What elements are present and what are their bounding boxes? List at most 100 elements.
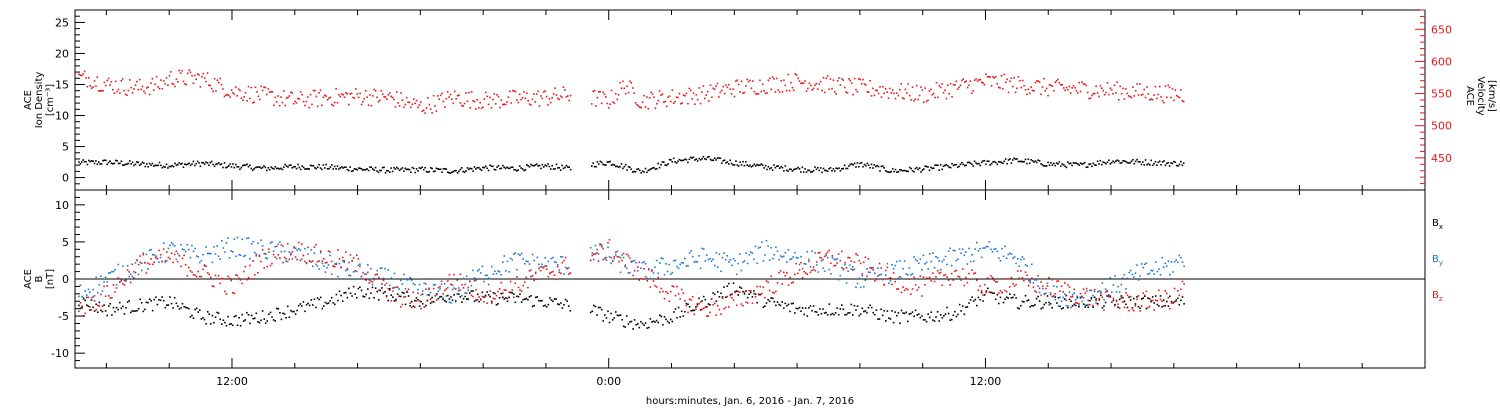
density-point-637: [997, 160, 1000, 163]
density-point-631: [989, 164, 991, 166]
bz-point-690: [1180, 288, 1182, 291]
density-point-513: [822, 167, 825, 170]
density-point-639: [1000, 161, 1003, 164]
density-point-108: [230, 166, 233, 168]
velocity-point-46: [143, 90, 145, 92]
bz-point-566: [985, 291, 988, 294]
bz-point-353: [651, 270, 653, 272]
by-point-372: [680, 261, 683, 264]
bx-point-532: [932, 319, 934, 321]
density-point-615: [966, 161, 969, 164]
by-point-222: [426, 294, 429, 296]
density-point-554: [880, 165, 883, 168]
bz-point-595: [1031, 277, 1033, 279]
by-point-279: [516, 268, 518, 271]
density-point-351: [593, 165, 596, 168]
by-point-256: [480, 272, 482, 274]
bx-point-615: [1062, 307, 1064, 309]
density-point-232: [405, 168, 408, 171]
bx-point-400: [724, 296, 727, 298]
density-point-710: [1101, 163, 1103, 166]
density-point-110: [233, 166, 236, 169]
density-point-29: [119, 162, 121, 165]
bx-point-555: [968, 302, 970, 304]
bx-point-456: [812, 305, 815, 307]
density-point-103: [223, 162, 226, 164]
density-point-708: [1098, 163, 1100, 165]
bx-point-320: [599, 306, 601, 309]
by-point-616: [1064, 293, 1066, 295]
by-point-105: [243, 255, 245, 258]
velocity-point-741: [1144, 96, 1147, 99]
bx-point-664: [1139, 307, 1141, 310]
velocity-point-151: [291, 92, 294, 94]
bx-point-562: [979, 298, 981, 301]
velocity-point-373: [624, 92, 627, 95]
by-point-229: [437, 290, 440, 292]
velocity-point-411: [678, 92, 681, 95]
bx-point-207: [403, 292, 405, 294]
velocity-point-230: [403, 106, 405, 109]
velocity-point-539: [859, 78, 861, 81]
top-ylabel-line-2: Ion Density: [34, 72, 45, 129]
density-point-15: [99, 163, 101, 165]
bx-point-255: [478, 300, 480, 303]
bz-point-207: [403, 296, 405, 298]
by-point-488: [863, 285, 865, 288]
bz-point-55: [164, 261, 167, 263]
bottom-ylabel-line-2: B: [34, 275, 45, 282]
velocity-point-480: [776, 77, 778, 80]
density-point-436: [713, 157, 716, 159]
bz-point-148: [310, 261, 313, 263]
density-point-101: [220, 163, 223, 165]
density-point-259: [444, 168, 446, 170]
by-point-232: [442, 297, 444, 299]
density-point-600: [945, 163, 948, 166]
velocity-point-536: [855, 88, 857, 91]
bx-point-219: [421, 303, 424, 305]
density-point-73: [181, 162, 183, 165]
density-point-580: [917, 168, 919, 171]
velocity-point-562: [891, 89, 894, 91]
bz-point-379: [691, 295, 694, 298]
bz-point-260: [486, 302, 488, 304]
velocity-point-99: [218, 81, 220, 84]
bx-point-363: [666, 320, 669, 323]
bx-point-301: [550, 299, 553, 301]
bz-point-291: [534, 271, 537, 274]
by-point-253: [475, 279, 477, 281]
velocity-point-217: [384, 96, 387, 98]
velocity-point-721: [1116, 81, 1119, 83]
by-point-164: [335, 262, 338, 265]
density-point-672: [1047, 161, 1049, 164]
bz-point-478: [847, 256, 849, 259]
bx-point-178: [357, 287, 360, 290]
bz-point-647: [1112, 297, 1115, 300]
velocity-point-223: [393, 98, 395, 101]
bz-point-486: [859, 262, 862, 265]
top-right-tick-label-4: 650: [1431, 23, 1452, 36]
by-point-593: [1027, 279, 1030, 282]
bz-point-294: [539, 269, 542, 272]
bz-point-475: [842, 268, 845, 270]
by-point-515: [905, 273, 907, 275]
bz-point-474: [841, 250, 843, 253]
by-point-380: [693, 261, 696, 263]
density-point-178: [329, 166, 332, 168]
velocity-point-378: [632, 87, 634, 89]
velocity-point-12: [95, 85, 97, 87]
by-point-116: [260, 239, 262, 241]
velocity-point-94: [210, 87, 213, 90]
by-point-682: [1167, 260, 1170, 262]
bx-point-479: [848, 312, 851, 314]
bx-point-166: [338, 290, 341, 293]
bz-point-189: [374, 274, 377, 276]
bz-point-182: [363, 278, 366, 281]
velocity-point-644: [1007, 91, 1010, 94]
velocity-point-18: [103, 81, 106, 84]
bx-point-357: [657, 321, 659, 324]
density-point-499: [802, 171, 805, 173]
bz-point-363: [666, 292, 669, 294]
density-point-662: [1033, 161, 1035, 163]
bz-point-164: [335, 263, 338, 265]
